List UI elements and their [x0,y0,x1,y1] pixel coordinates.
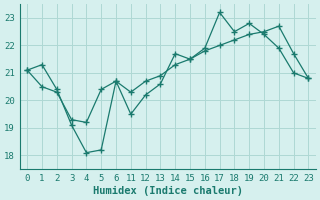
X-axis label: Humidex (Indice chaleur): Humidex (Indice chaleur) [93,186,243,196]
